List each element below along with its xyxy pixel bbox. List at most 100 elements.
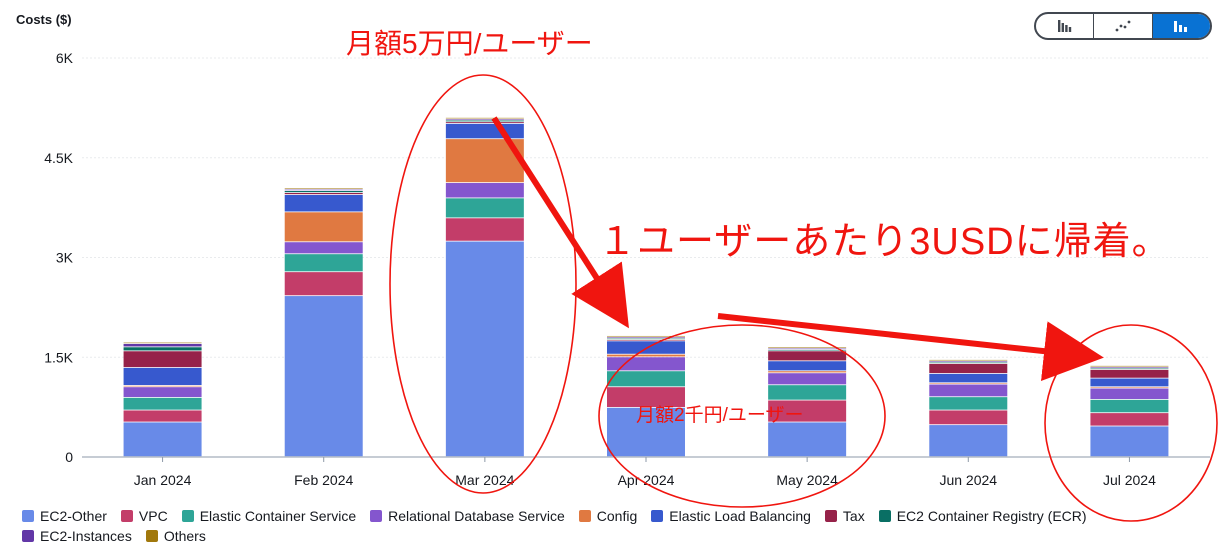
bar-segment[interactable] bbox=[607, 371, 685, 387]
annotation-lower: 月額2千円/ユーザー bbox=[636, 405, 804, 426]
bar-segment[interactable] bbox=[768, 347, 847, 348]
legend-swatch bbox=[145, 530, 158, 542]
bar-segment[interactable] bbox=[123, 385, 202, 387]
line-chart-icon bbox=[1115, 20, 1131, 32]
bar-segment[interactable] bbox=[929, 363, 1008, 374]
bar-segment[interactable] bbox=[123, 342, 202, 344]
bar-segment[interactable] bbox=[445, 119, 524, 120]
legend-swatch bbox=[824, 510, 837, 522]
annotation-ellipse-jul bbox=[1044, 324, 1218, 522]
legend-label: Elastic Load Balancing bbox=[669, 508, 811, 524]
bar-segment[interactable] bbox=[929, 397, 1008, 410]
annotation-arrow-right bbox=[717, 313, 1104, 381]
bar-segment[interactable] bbox=[284, 272, 363, 296]
bar-segment[interactable] bbox=[123, 410, 202, 422]
bar-segment[interactable] bbox=[445, 241, 524, 457]
bar-segment[interactable] bbox=[607, 354, 685, 357]
bar-segment[interactable] bbox=[123, 343, 202, 347]
legend-swatch bbox=[22, 510, 34, 522]
bar-segment[interactable] bbox=[768, 422, 847, 457]
legend-item[interactable]: EC2-Other bbox=[22, 508, 107, 524]
legend-label: EC2 Container Registry (ECR) bbox=[896, 508, 1087, 524]
bar-segment[interactable] bbox=[1090, 365, 1169, 367]
legend-item[interactable]: EC2 Container Registry (ECR) bbox=[878, 508, 1087, 524]
legend-label: Elastic Container Service bbox=[199, 508, 357, 524]
bar-segment[interactable] bbox=[445, 218, 524, 241]
bar-segment[interactable] bbox=[123, 397, 202, 410]
legend-item[interactable]: Config bbox=[578, 508, 637, 524]
bar-segment[interactable] bbox=[607, 339, 685, 341]
bar-segment[interactable] bbox=[768, 400, 847, 422]
bar-segment[interactable] bbox=[1090, 369, 1169, 378]
bar-segment[interactable] bbox=[1090, 426, 1169, 457]
bar-segment[interactable] bbox=[1090, 388, 1169, 400]
bar-segment[interactable] bbox=[768, 361, 847, 371]
bar-segment[interactable] bbox=[929, 362, 1008, 364]
legend-item[interactable]: Elastic Container Service bbox=[181, 508, 357, 524]
bar-segment[interactable] bbox=[284, 296, 363, 457]
bar-segment[interactable] bbox=[929, 410, 1008, 425]
legend-label: EC2-Other bbox=[40, 508, 107, 524]
bar-segment[interactable] bbox=[123, 367, 202, 386]
x-tick-label: Feb 2024 bbox=[294, 472, 353, 488]
bar-segment[interactable] bbox=[929, 383, 1008, 384]
bar-segment[interactable] bbox=[929, 425, 1008, 457]
bar-segment[interactable] bbox=[284, 191, 363, 193]
chart-view-toggle[interactable] bbox=[1034, 12, 1212, 40]
bar-segment[interactable] bbox=[445, 120, 524, 122]
bar-segment[interactable] bbox=[768, 385, 847, 400]
bar-segment[interactable] bbox=[284, 189, 363, 191]
bar-segment[interactable] bbox=[445, 123, 524, 139]
bar-segment[interactable] bbox=[284, 188, 363, 189]
bar-segment[interactable] bbox=[768, 373, 847, 385]
bar-segment[interactable] bbox=[1090, 399, 1169, 413]
annotation-arrow-down bbox=[491, 116, 629, 329]
bar-segment[interactable] bbox=[607, 341, 685, 354]
stacked-bar-view-button[interactable] bbox=[1152, 14, 1210, 38]
stacked-bar-chart-icon bbox=[1174, 21, 1188, 32]
bar-segment[interactable] bbox=[607, 335, 685, 337]
bar-segment[interactable] bbox=[768, 349, 847, 351]
bar-segment[interactable] bbox=[768, 371, 847, 373]
bar-segment[interactable] bbox=[123, 387, 202, 398]
bar-segment[interactable] bbox=[1090, 387, 1169, 388]
bar-segment[interactable] bbox=[445, 183, 524, 198]
bar-segment[interactable] bbox=[768, 351, 847, 361]
bar-segment[interactable] bbox=[1090, 378, 1169, 387]
bar-segment[interactable] bbox=[1090, 368, 1169, 370]
bar-segment[interactable] bbox=[123, 351, 202, 368]
legend-label: Tax bbox=[842, 508, 865, 524]
legend-item[interactable]: Tax bbox=[824, 508, 865, 524]
bar-segment[interactable] bbox=[929, 373, 1008, 383]
bar-segment[interactable] bbox=[284, 212, 363, 242]
bar-segment[interactable] bbox=[607, 338, 685, 340]
bar-segment[interactable] bbox=[123, 347, 202, 351]
bar-segment[interactable] bbox=[929, 361, 1008, 362]
legend-item[interactable]: Relational Database Service bbox=[370, 508, 565, 524]
bar-segment[interactable] bbox=[123, 422, 202, 457]
bar-segment[interactable] bbox=[768, 348, 847, 350]
bar-segment[interactable] bbox=[607, 337, 685, 338]
bar-segment[interactable] bbox=[445, 117, 524, 119]
bar-segment[interactable] bbox=[1090, 367, 1169, 368]
bar-segment[interactable] bbox=[929, 384, 1008, 397]
line-chart-view-button[interactable] bbox=[1094, 14, 1153, 38]
bar-segment[interactable] bbox=[607, 357, 685, 371]
y-axis-title: Costs ($) bbox=[16, 12, 72, 27]
legend-item[interactable]: Elastic Load Balancing bbox=[651, 508, 811, 524]
legend-item[interactable]: VPC bbox=[120, 508, 168, 524]
bar-chart-view-button[interactable] bbox=[1036, 14, 1095, 38]
bar-segment[interactable] bbox=[445, 122, 524, 124]
bar-segment[interactable] bbox=[284, 254, 363, 272]
bar-segment[interactable] bbox=[445, 198, 524, 218]
bar-segment[interactable] bbox=[607, 407, 685, 457]
bar-segment[interactable] bbox=[284, 242, 363, 254]
bar-segment[interactable] bbox=[607, 387, 685, 407]
bar-segment[interactable] bbox=[929, 359, 1008, 361]
bar-segment[interactable] bbox=[284, 194, 363, 212]
legend-item[interactable]: Others bbox=[145, 528, 206, 544]
legend-item[interactable]: EC2-Instances bbox=[22, 528, 132, 544]
bar-segment[interactable] bbox=[1090, 413, 1169, 426]
x-tick-label: Jun 2024 bbox=[939, 472, 997, 488]
bar-segment[interactable] bbox=[284, 192, 363, 195]
